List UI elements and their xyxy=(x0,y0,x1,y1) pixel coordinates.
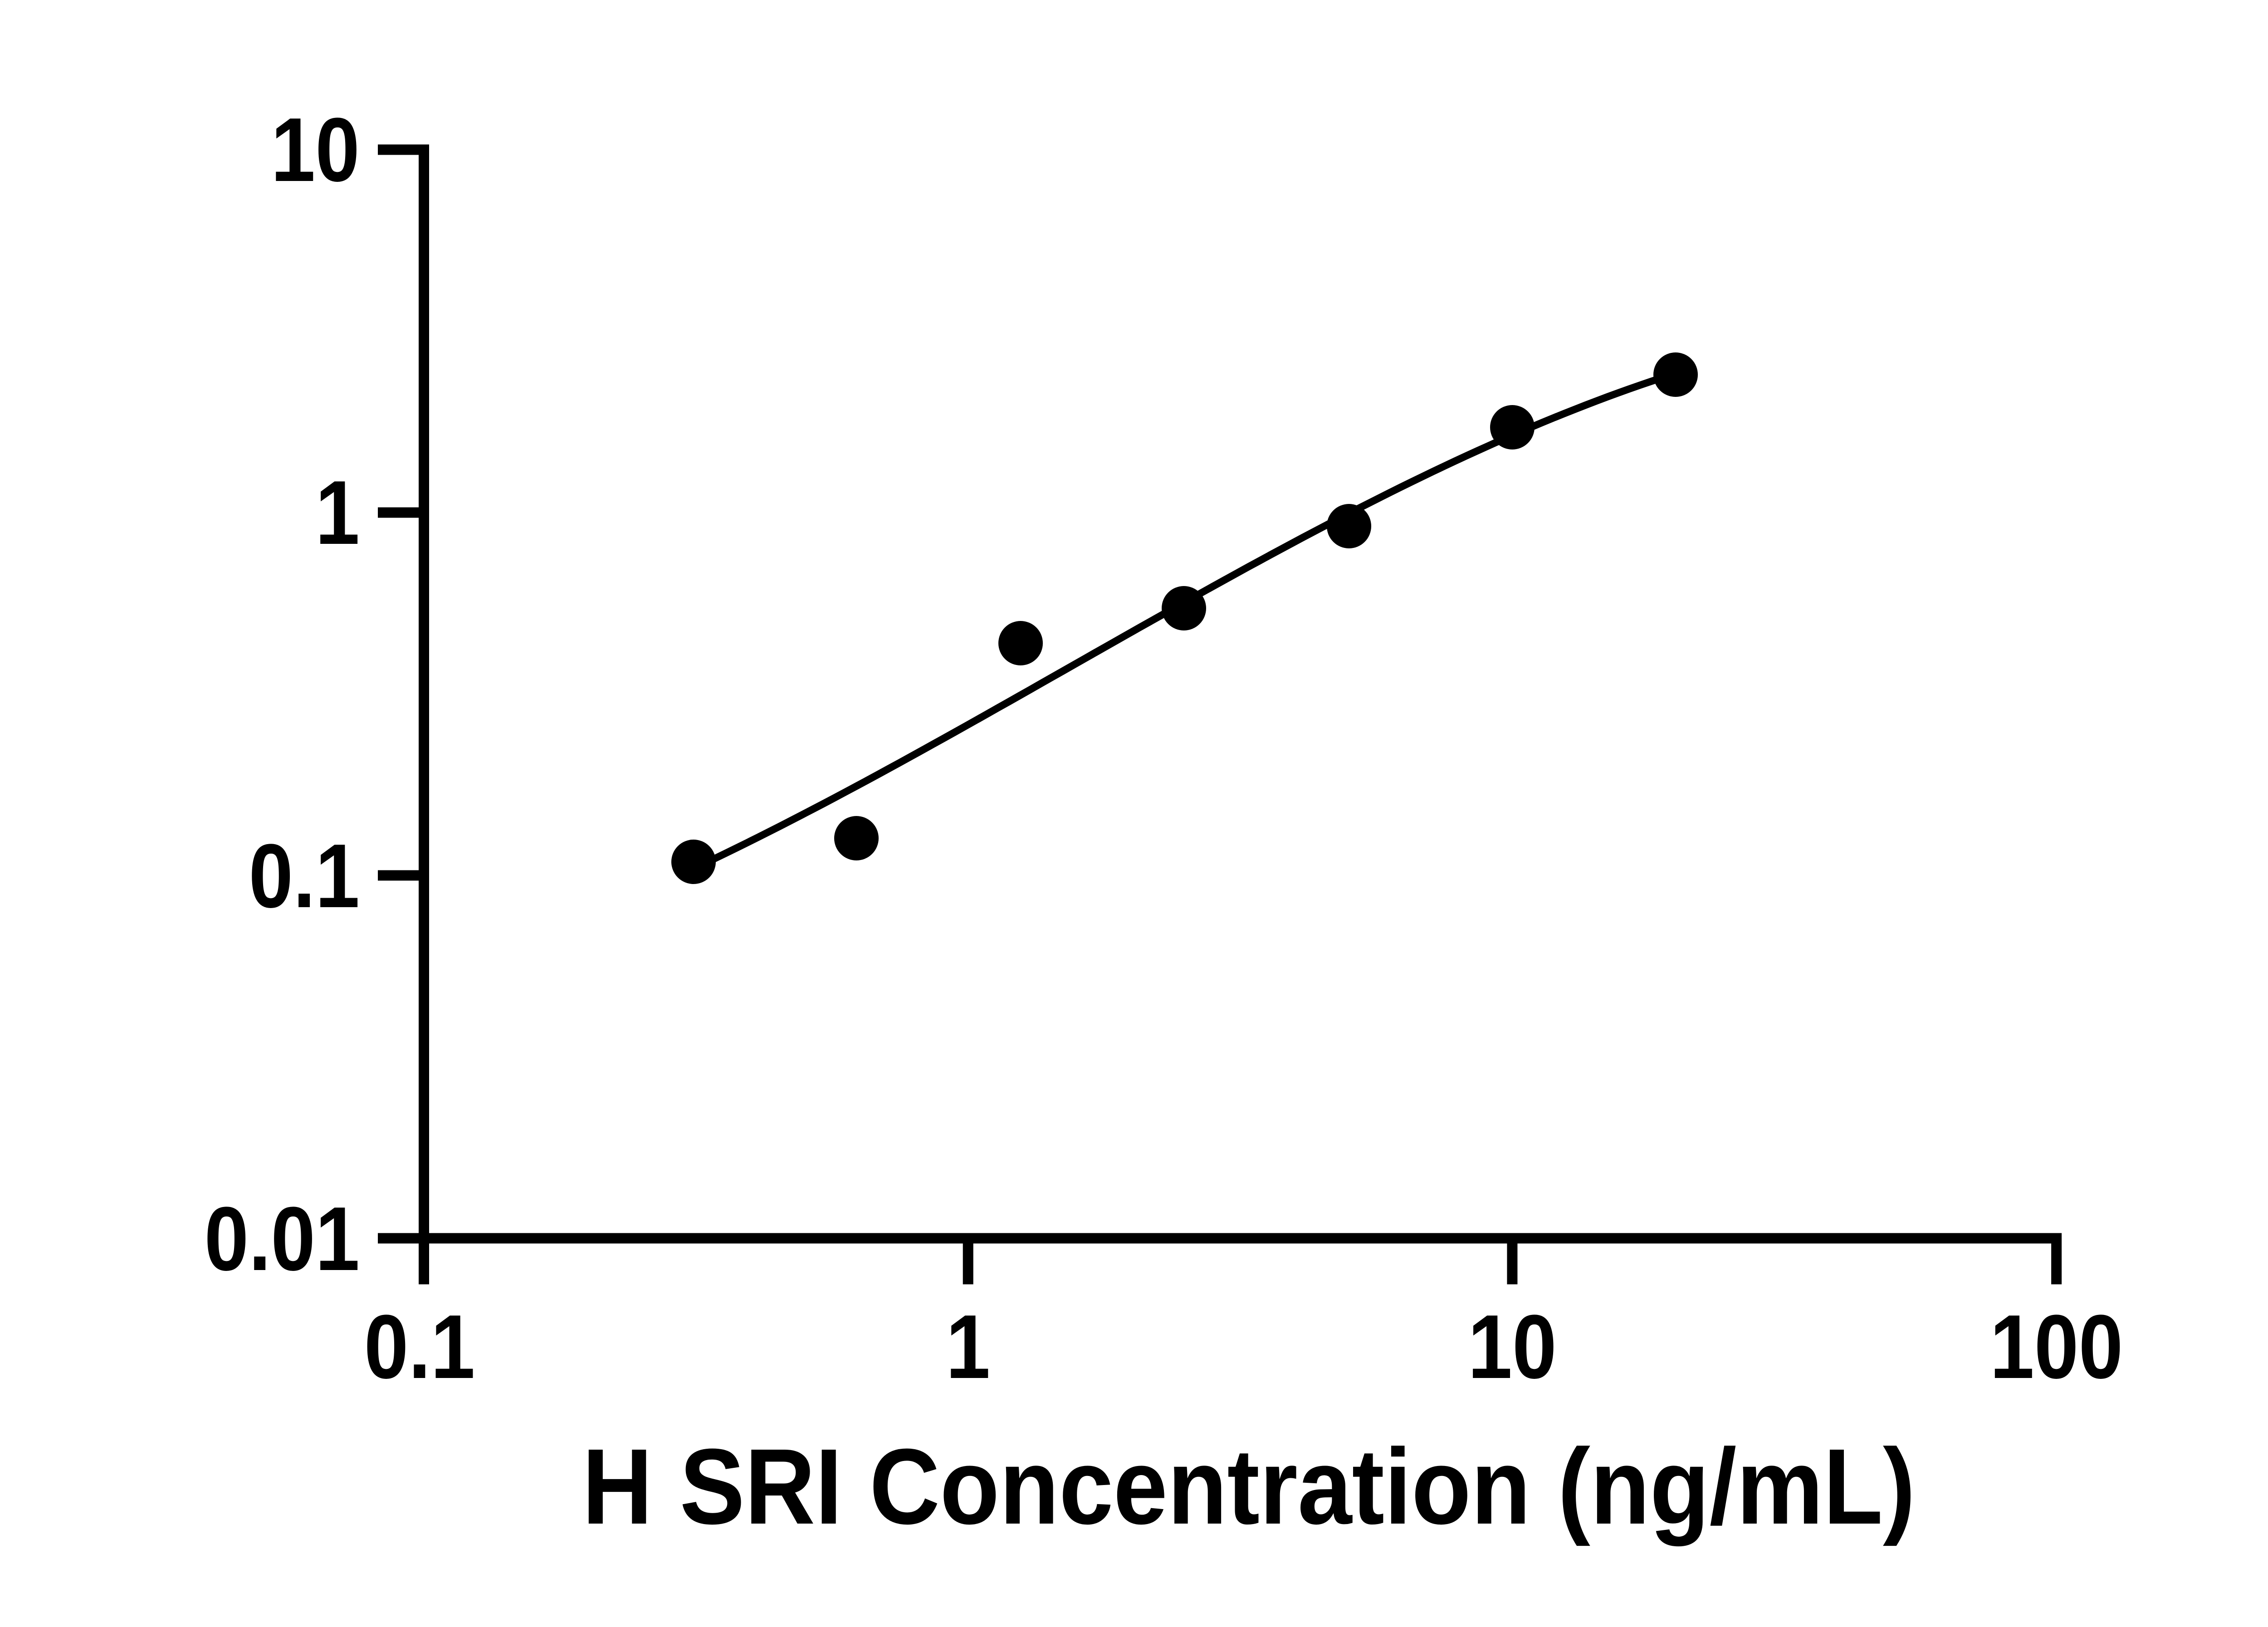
svg-text:10: 10 xyxy=(1468,1295,1557,1397)
svg-text:10: 10 xyxy=(271,98,360,200)
svg-text:H SRI Concentration (ng/mL): H SRI Concentration (ng/mL) xyxy=(582,1426,1915,1546)
svg-text:1: 1 xyxy=(946,1295,990,1397)
svg-text:0.1: 0.1 xyxy=(364,1295,475,1397)
svg-text:0.1: 0.1 xyxy=(249,825,360,926)
svg-text:0.01: 0.01 xyxy=(204,1187,360,1289)
svg-text:1: 1 xyxy=(315,461,360,563)
svg-text:100: 100 xyxy=(1990,1295,2123,1397)
